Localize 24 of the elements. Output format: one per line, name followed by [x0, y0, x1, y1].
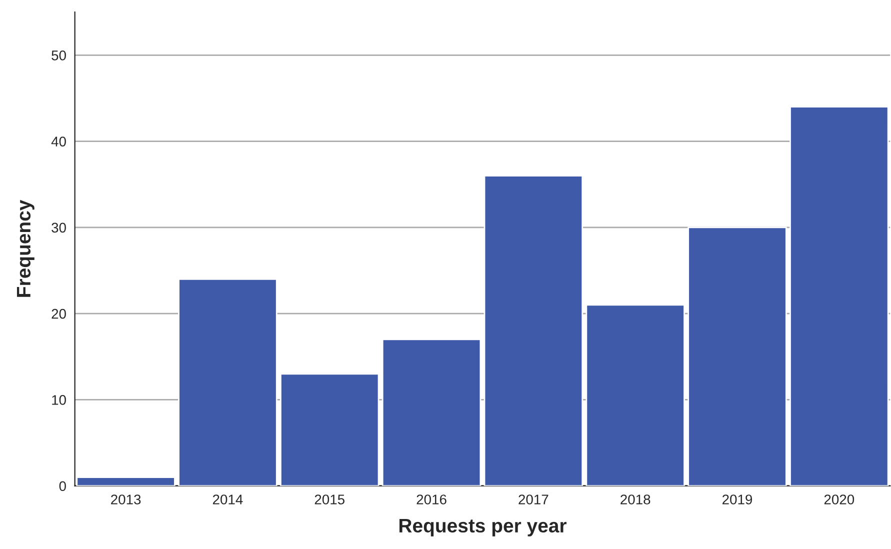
- x-axis-title: Requests per year: [399, 518, 566, 536]
- bar: [178, 278, 278, 486]
- x-tick-label: 2019: [722, 494, 752, 504]
- bar: [280, 373, 380, 486]
- x-tick-label: 2014: [212, 494, 243, 504]
- x-tick-label: 2013: [111, 494, 141, 504]
- x-tick-label: 2017: [518, 494, 548, 504]
- y-tick-label: 20: [52, 308, 66, 319]
- y-tick-label: 0: [59, 481, 66, 492]
- bar: [688, 226, 787, 486]
- bar: [484, 175, 584, 486]
- bar: [790, 106, 889, 486]
- x-tick-label: 2020: [824, 494, 854, 504]
- bar: [382, 338, 482, 486]
- x-tick-label: 2016: [416, 494, 446, 504]
- x-tick-label: 2015: [314, 494, 344, 504]
- y-tick-label: 40: [51, 136, 66, 146]
- x-tick-label: 2018: [620, 494, 650, 504]
- y-tick-label: 30: [52, 222, 66, 233]
- y-axis-title: Frequency: [16, 200, 34, 297]
- bar: [586, 304, 685, 486]
- bar: [76, 476, 176, 486]
- y-tick-label: 50: [52, 50, 66, 60]
- y-tick-label: 10: [52, 395, 66, 405]
